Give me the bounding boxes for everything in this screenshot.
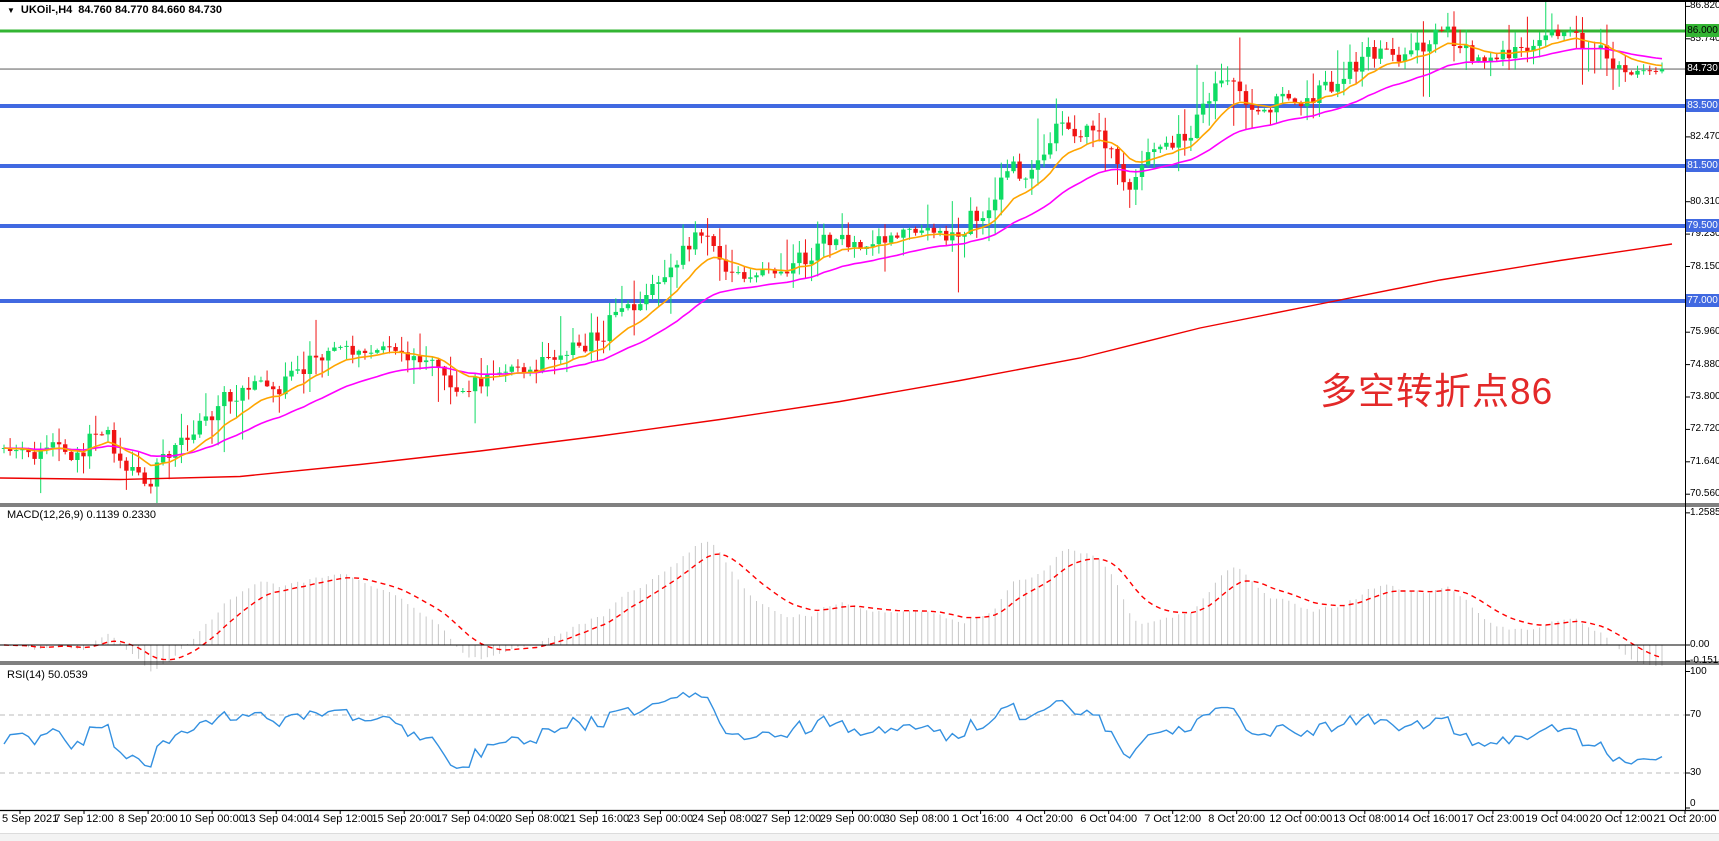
time-axis-label: 5 Sep 2021 <box>2 813 59 825</box>
chart-title: ▼ UKOil-,H4 84.760 84.770 84.660 84.730 <box>7 4 222 16</box>
rsi-axis-label: 0 <box>1690 798 1696 809</box>
time-axis-label: 29 Sep 00:00 <box>819 813 886 825</box>
price-axis-label: 73.800 <box>1690 391 1719 402</box>
bottom-strip <box>0 833 1719 841</box>
price-axis-label: 78.150 <box>1690 260 1719 272</box>
chevron-down-icon[interactable]: ▼ <box>7 5 15 15</box>
price-axis-label: 71.640 <box>1690 455 1719 467</box>
main-chart-panel[interactable] <box>0 0 1685 504</box>
price-level-badge: 81.500 <box>1686 159 1719 172</box>
rsi-axis-label: 70 <box>1690 709 1702 720</box>
price-axis-label: 79.230 <box>1690 228 1719 240</box>
time-axis-label: 10 Sep 00:00 <box>179 813 245 825</box>
time-axis-label: 17 Oct 23:00 <box>1461 813 1525 825</box>
rsi-panel[interactable] <box>0 691 1685 774</box>
ma-mid-magenta-line <box>3 47 1663 458</box>
time-axis-label: 24 Sep 08:00 <box>691 813 758 825</box>
annotation-text: 多空转折点86 <box>1320 371 1554 412</box>
current-price-badge: 84.730 <box>1686 62 1719 76</box>
price-level-badge: 83.500 <box>1686 99 1719 112</box>
macd-histogram <box>9 541 1663 672</box>
candlestick-series <box>1 2 1665 503</box>
time-axis-label: 8 Oct 20:00 <box>1208 813 1266 825</box>
time-axis-label: 8 Sep 20:00 <box>118 813 178 825</box>
time-axis-label: 21 Sep 16:00 <box>563 813 630 825</box>
rsi-axis-label: 30 <box>1690 767 1702 778</box>
time-axis-label: 7 Sep 12:00 <box>54 813 114 825</box>
price-axis-label: 85.740 <box>1690 32 1719 44</box>
time-axis-label: 12 Oct 00:00 <box>1269 813 1333 825</box>
price-level-badge: 86.000 <box>1686 24 1719 37</box>
price-axis-label: 74.880 <box>1690 358 1719 370</box>
macd-axis-label: 0.00 <box>1690 639 1710 650</box>
rsi-indicator-label: RSI(14) 50.0539 <box>7 669 88 681</box>
rsi-label-name: RSI(14) <box>7 669 45 681</box>
ma-slow-red-line <box>0 243 1673 481</box>
rsi-label-value: 50.0539 <box>47 669 88 681</box>
macd-axis-label: 1.2585 <box>1690 506 1719 518</box>
ma-fast-orange-line <box>3 37 1663 467</box>
price-level-badge: 77.000 <box>1686 294 1719 307</box>
time-axis-label: 13 Oct 08:00 <box>1333 813 1397 825</box>
time-axis-label: 30 Sep 08:00 <box>883 813 950 825</box>
rsi-line <box>3 691 1663 770</box>
panel-borders <box>0 0 1719 814</box>
time-axis-label: 20 Sep 08:00 <box>499 813 566 825</box>
macd-panel[interactable] <box>3 541 1663 672</box>
time-axis-label: 6 Oct 04:00 <box>1080 813 1138 825</box>
price-axis-label: 72.720 <box>1690 423 1719 435</box>
time-axis-label: 13 Sep 04:00 <box>243 813 309 825</box>
macd-label-values: 0.1139 0.2330 <box>86 509 157 521</box>
time-axis-label: 14 Sep 12:00 <box>307 813 373 825</box>
price-level-badge: 79.500 <box>1686 219 1719 232</box>
macd-axis-label: -0.1516 <box>1690 654 1719 666</box>
time-axis-label: 21 Oct 20:00 <box>1653 813 1717 825</box>
time-axis-label: 4 Oct 20:00 <box>1016 813 1074 825</box>
time-axis-label: 20 Oct 12:00 <box>1589 813 1653 825</box>
time-axis-label: 23 Sep 00:00 <box>627 813 694 825</box>
price-axis-label: 70.560 <box>1690 488 1719 500</box>
symbol-label: UKOil-,H4 <box>20 4 73 16</box>
price-axis-label: 82.470 <box>1690 130 1719 142</box>
price-axis-label: 75.960 <box>1690 326 1719 338</box>
time-axis-label: 15 Sep 20:00 <box>371 813 437 825</box>
time-axis-label: 27 Sep 12:00 <box>755 813 822 825</box>
time-axis-label: 1 Oct 16:00 <box>952 813 1009 825</box>
macd-label-name: MACD(12,26,9) <box>7 509 84 521</box>
time-axis-label: 14 Oct 16:00 <box>1397 813 1461 825</box>
macd-indicator-label: MACD(12,26,9) 0.1139 0.2330 <box>7 509 156 521</box>
price-axis-label: 80.310 <box>1690 195 1719 207</box>
ohlc-values: 84.760 84.770 84.660 84.730 <box>78 4 223 16</box>
time-axis-label: 7 Oct 12:00 <box>1144 813 1202 825</box>
macd-signal-line <box>3 553 1663 661</box>
time-axis-label: 17 Sep 04:00 <box>435 813 501 825</box>
rsi-axis-label: 100 <box>1690 665 1707 677</box>
time-axis-label: 19 Oct 04:00 <box>1525 813 1589 825</box>
price-axis-label: 86.820 <box>1690 0 1719 12</box>
